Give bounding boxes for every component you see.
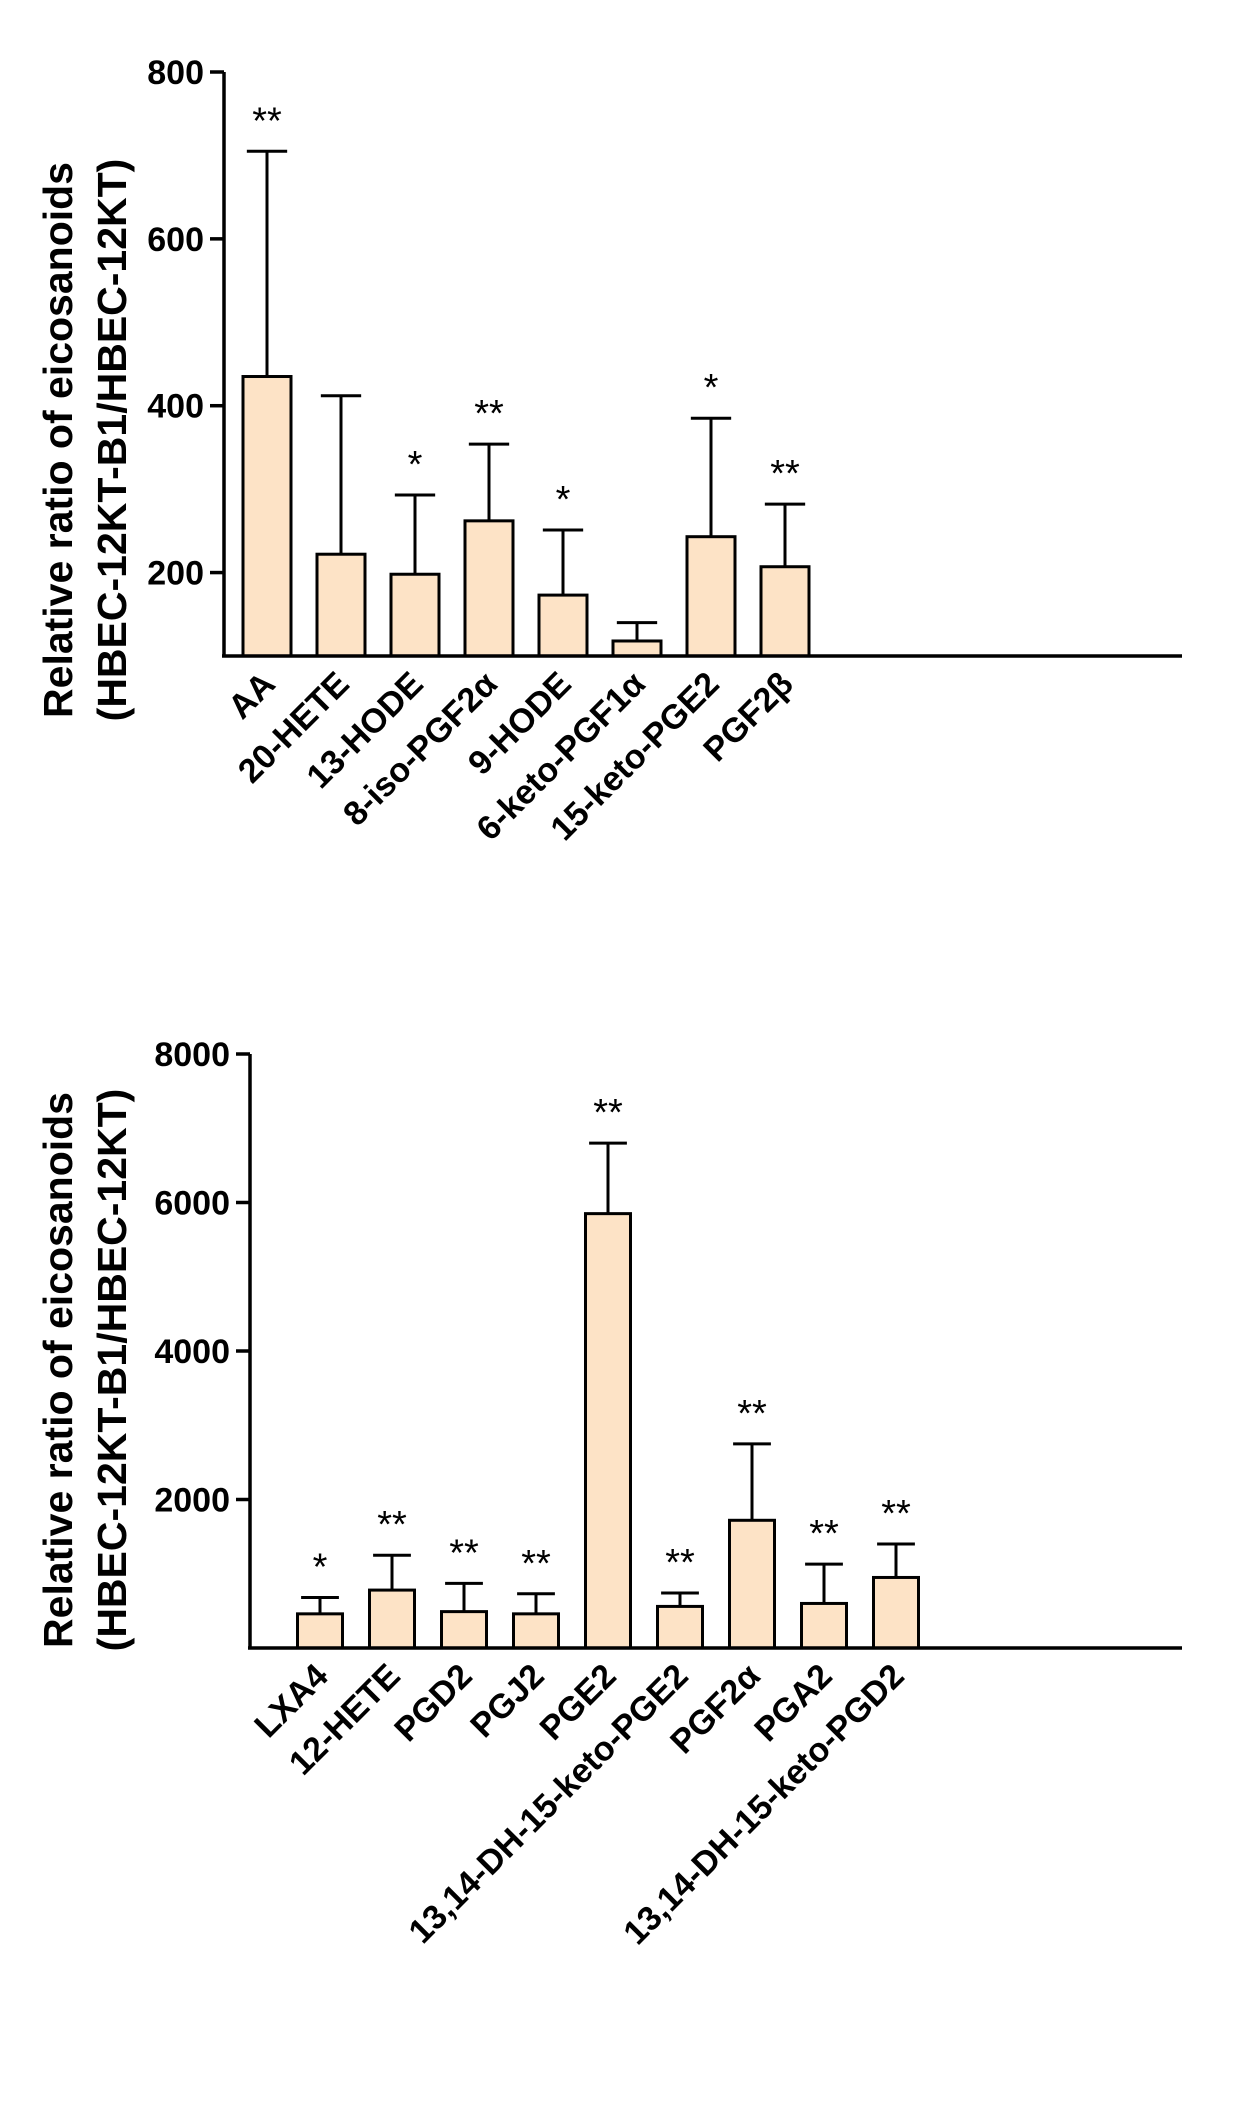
chart-top-y-tick-label: 200 bbox=[147, 555, 204, 593]
chart-top-bar bbox=[315, 552, 367, 658]
chart-top-bar bbox=[463, 519, 515, 658]
chart-top-significance-label: * bbox=[704, 367, 719, 409]
chart-bottom-category-labels: LXA412-HETEPGD2PGJ2PGE213,14-DH-15-keto-… bbox=[247, 1657, 911, 1952]
chart-bottom-y-tick-label: 6000 bbox=[154, 1185, 230, 1223]
chart-top-y-tick-label: 400 bbox=[147, 388, 204, 426]
chart-top-category-labels: AA20-HETE13-HODE8-iso-PGF2α9-HODE6-keto-… bbox=[221, 665, 801, 848]
chart-bottom-significance-label: ** bbox=[737, 1393, 767, 1435]
chart-bottom-ylabel-line2: (HBEC-12KT-B1/HBEC-12KT) bbox=[89, 1089, 135, 1652]
chart-top-bar bbox=[759, 565, 811, 658]
chart-bottom-category-label: PGJ2 bbox=[463, 1657, 551, 1745]
chart-bottom-y-tick-label: 8000 bbox=[154, 1036, 230, 1074]
chart-bottom-significance-label: * bbox=[313, 1547, 328, 1589]
chart-bottom-bar bbox=[656, 1604, 704, 1650]
chart-bottom-bar bbox=[368, 1588, 416, 1650]
chart-bottom-bar bbox=[512, 1612, 560, 1650]
chart-bottom-bar bbox=[728, 1518, 776, 1650]
chart-bottom-y-ticks: 2000 4000 6000 8000 bbox=[154, 1036, 250, 1520]
chart-top-y-ticks: 200 400 600 800 bbox=[147, 54, 224, 593]
chart-bottom-bar bbox=[296, 1612, 344, 1650]
chart-top-category-label: AA bbox=[221, 665, 283, 727]
chart-bottom-significance-label: ** bbox=[593, 1092, 623, 1134]
chart-bottom-significance-label: ** bbox=[377, 1504, 407, 1546]
chart-bottom-significance-label: ** bbox=[809, 1513, 839, 1555]
chart-bottom-y-tick-label: 2000 bbox=[154, 1482, 230, 1520]
chart-bottom-bar bbox=[440, 1610, 488, 1650]
chart-bottom-bar bbox=[800, 1601, 848, 1650]
chart-top-y-tick-label: 800 bbox=[147, 54, 204, 92]
chart-bottom-significance-label: ** bbox=[665, 1542, 695, 1584]
chart-top-significance-label: * bbox=[556, 479, 571, 521]
chart-bottom-y-tick-label: 4000 bbox=[154, 1333, 230, 1371]
chart-bottom: Relative ratio of eicosanoids (HBEC-12KT… bbox=[35, 1036, 1182, 1952]
chart-top-bar bbox=[537, 593, 589, 658]
chart-top-ylabel-line2: (HBEC-12KT-B1/HBEC-12KT) bbox=[89, 159, 135, 722]
chart-bottom-significance-label: ** bbox=[881, 1493, 911, 1535]
chart-bottom-significance-label: ** bbox=[521, 1543, 551, 1585]
chart-top-bars: ********* bbox=[241, 100, 811, 658]
chart-top-bar bbox=[611, 639, 663, 658]
chart-bottom-bar bbox=[872, 1575, 920, 1650]
chart-top-bar bbox=[685, 535, 737, 658]
chart-top-bar bbox=[241, 375, 293, 658]
chart-top-significance-label: ** bbox=[474, 393, 504, 435]
chart-top: Relative ratio of eicosanoids (HBEC-12KT… bbox=[35, 54, 1182, 848]
chart-bottom-ylabel-line1: Relative ratio of eicosanoids bbox=[35, 1092, 81, 1648]
chart-bottom-category-label: PGD2 bbox=[387, 1657, 479, 1749]
chart-bottom-significance-label: ** bbox=[449, 1532, 479, 1574]
chart-top-ylabel-line1: Relative ratio of eicosanoids bbox=[35, 162, 81, 718]
chart-bottom-bars: ***** ********** ** bbox=[296, 1092, 920, 1650]
chart-top-significance-label: ** bbox=[770, 453, 800, 495]
chart-top-bar bbox=[389, 572, 441, 658]
chart-top-y-tick-label: 600 bbox=[147, 221, 204, 259]
chart-top-significance-label: * bbox=[408, 444, 423, 486]
chart-top-significance-label: ** bbox=[252, 100, 282, 142]
chart-bottom-bar bbox=[584, 1212, 632, 1650]
